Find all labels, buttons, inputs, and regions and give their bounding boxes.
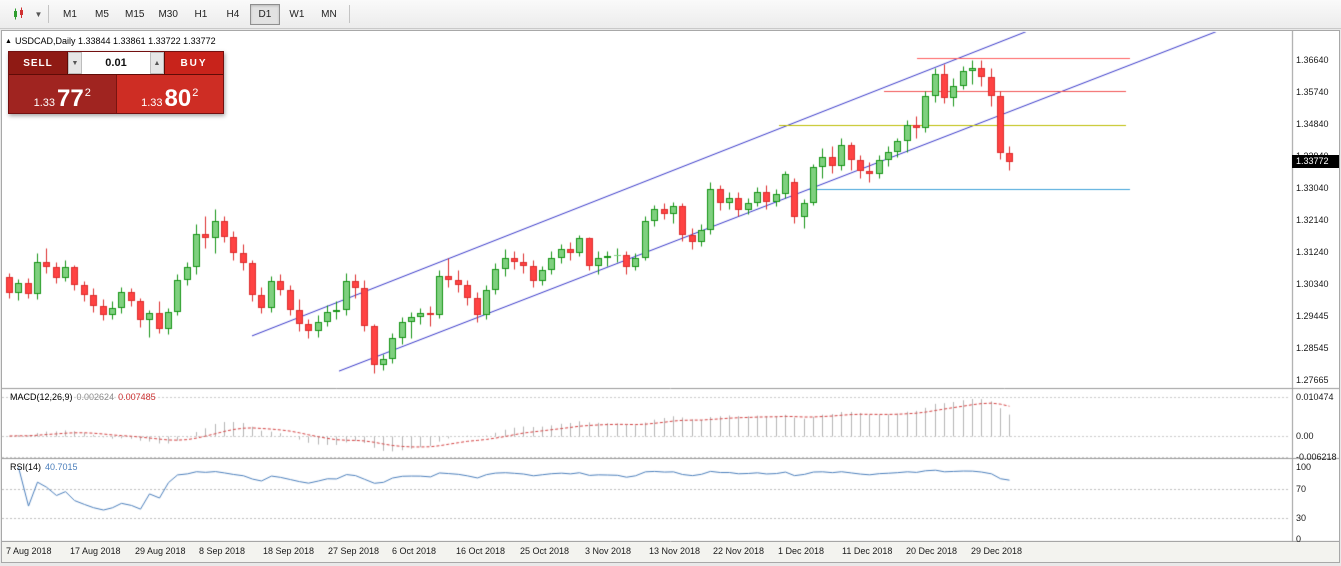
timeframe-buttons: M1 M5 M15 M30 H1 H4 D1 W1 MN (55, 3, 346, 25)
sell-button[interactable]: SELL (9, 52, 68, 74)
macd-signal-value: 0.007485 (118, 392, 156, 402)
bid-price-point: 2 (84, 87, 91, 99)
price-axis-label: 1.36640 (1296, 55, 1329, 65)
one-click-trading-toggle[interactable]: ▲ (5, 38, 12, 45)
volume-stepper[interactable]: ▼ 0.01 ▲ (68, 52, 164, 74)
chart-type-dropdown-icon[interactable]: ▼ (34, 9, 43, 19)
price-axis-label: 1.31240 (1296, 247, 1329, 257)
rsi-axis-label: 100 (1296, 462, 1312, 472)
date-axis-label: 29 Aug 2018 (135, 546, 186, 556)
date-axis-label: 13 Nov 2018 (649, 546, 701, 556)
price-axis-label: 1.30340 (1296, 279, 1329, 289)
date-axis-label: 11 Dec 2018 (842, 546, 893, 556)
timeframe-button-m1[interactable]: M1 (63, 8, 77, 20)
rsi-title: RSI(14) (10, 462, 42, 472)
price-axis-label: 1.28545 (1296, 343, 1329, 353)
chart-window: ▲ USDCAD,Daily 1.33844 1.33861 1.33722 1… (1, 30, 1340, 563)
bid-price-prefix: 1.33 (33, 97, 56, 109)
date-axis-label: 6 Oct 2018 (392, 546, 437, 556)
one-click-trade-panel: SELL ▼ 0.01 ▲ BUY 1.33 77 2 1.33 80 2 (8, 51, 224, 114)
volume-increase-button[interactable]: ▲ (150, 52, 164, 74)
date-axis-label: 18 Sep 2018 (263, 546, 315, 556)
ask-price-pips: 80 (164, 85, 192, 112)
price-axis-label: 1.33040 (1296, 183, 1329, 193)
price-axis-label: 1.27665 (1296, 375, 1329, 385)
volume-decrease-button[interactable]: ▼ (68, 52, 82, 74)
date-axis-label: 16 Oct 2018 (456, 546, 506, 556)
ask-price-point: 2 (192, 87, 199, 99)
bid-price-pips: 77 (57, 85, 84, 112)
candlestick-chart-icon[interactable] (6, 3, 32, 25)
macd-indicator-label: MACD(12,26,9) 0.002624 0.007485 (10, 392, 156, 402)
price-axis-label: 1.32140 (1296, 215, 1329, 225)
trade-panel-controls: SELL ▼ 0.01 ▲ BUY (9, 52, 223, 74)
timeframe-toolbar: ▼ M1 M5 M15 M30 H1 H4 D1 W1 MN (0, 0, 1341, 29)
price-axis-label: 1.29445 (1296, 311, 1329, 321)
rsi-axis-label: 30 (1296, 513, 1307, 523)
toolbar-separator (48, 5, 49, 23)
candlestick-chart-glyph (14, 7, 23, 20)
timeframe-button-m30[interactable]: M30 (158, 8, 178, 20)
trade-panel-prices: 1.33 77 2 1.33 80 2 (9, 74, 223, 113)
ask-price-prefix: 1.33 (141, 97, 163, 109)
date-axis-label: 7 Aug 2018 (6, 546, 52, 556)
timeframe-button-w1[interactable]: W1 (289, 8, 305, 20)
macd-main-value: 0.002624 (76, 392, 115, 402)
price-axis-label: 1.34840 (1296, 119, 1329, 129)
timeframe-button-mn[interactable]: MN (321, 8, 337, 20)
macd-axis-label: -0.006218 (1296, 452, 1337, 462)
macd-axis-label: 0.010474 (1296, 392, 1334, 402)
symbol-quote-line: USDCAD,Daily 1.33844 1.33861 1.33722 1.3… (15, 36, 216, 46)
price-axis-label: 1.35740 (1296, 87, 1329, 97)
macd-title: MACD(12,26,9) (10, 392, 73, 402)
current-price-badge: 1.33772 (1292, 155, 1339, 168)
rsi-axis-label: 70 (1296, 484, 1307, 494)
volume-value[interactable]: 0.01 (105, 57, 127, 69)
date-axis-label: 29 Dec 2018 (971, 546, 1023, 556)
bid-price[interactable]: 1.33 77 2 (9, 75, 116, 113)
date-axis-label: 22 Nov 2018 (713, 546, 765, 556)
macd-axis-label: 0.00 (1296, 431, 1314, 441)
rsi-indicator-label: RSI(14) 40.7015 (10, 462, 78, 472)
date-axis-label: 17 Aug 2018 (70, 546, 121, 556)
date-axis-label: 1 Dec 2018 (778, 546, 825, 556)
timeframe-button-h1[interactable]: H1 (194, 8, 208, 20)
date-axis-label: 27 Sep 2018 (328, 546, 380, 556)
ask-price[interactable]: 1.33 80 2 (115, 75, 223, 113)
date-axis-label: 8 Sep 2018 (199, 546, 246, 556)
date-axis[interactable]: 7 Aug 2018 17 Aug 2018 29 Aug 2018 8 Sep 20… (2, 542, 1339, 562)
date-axis-label: 25 Oct 2018 (520, 546, 570, 556)
rsi-value: 40.7015 (45, 462, 78, 472)
toolbar-separator (348, 5, 350, 23)
timeframe-button-d1[interactable]: D1 (249, 3, 280, 25)
timeframe-button-h4[interactable]: H4 (226, 8, 240, 20)
chart-canvas[interactable] (2, 31, 1339, 562)
date-axis-label: 20 Dec 2018 (906, 546, 958, 556)
timeframe-button-m15[interactable]: M15 (125, 8, 145, 20)
timeframe-button-m5[interactable]: M5 (95, 8, 109, 20)
date-axis-label: 3 Nov 2018 (585, 546, 632, 556)
rsi-axis-label: 0 (1296, 534, 1302, 544)
buy-button[interactable]: BUY (164, 52, 223, 74)
